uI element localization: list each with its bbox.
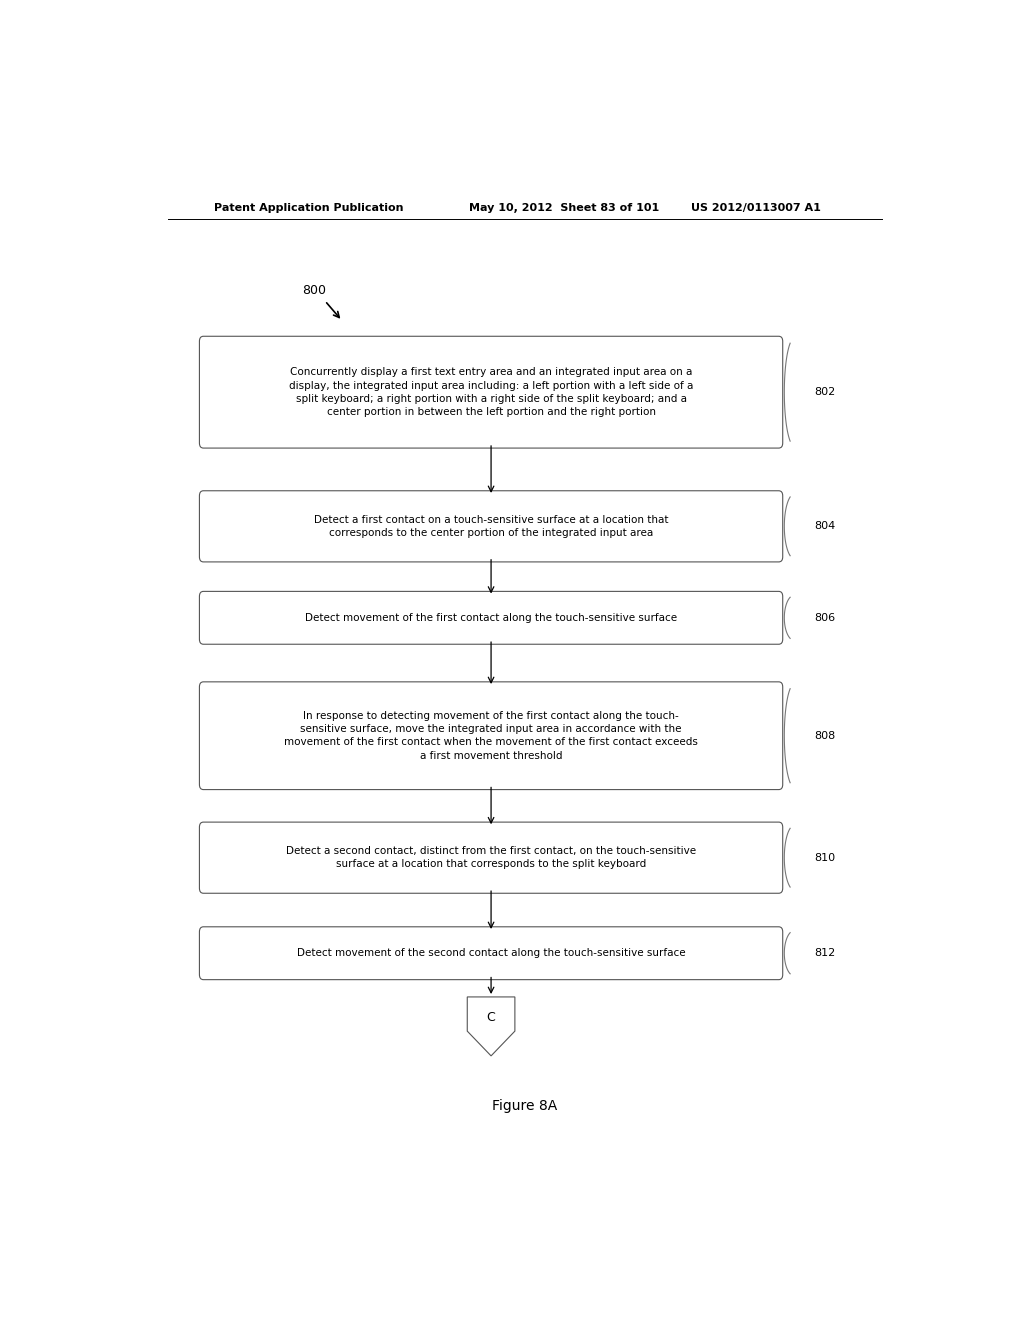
Text: 802: 802 — [814, 387, 836, 397]
Text: In response to detecting movement of the first contact along the touch-
sensitiv: In response to detecting movement of the… — [284, 711, 698, 760]
Text: Detect a first contact on a touch-sensitive surface at a location that
correspon: Detect a first contact on a touch-sensit… — [313, 515, 669, 539]
Text: May 10, 2012  Sheet 83 of 101: May 10, 2012 Sheet 83 of 101 — [469, 203, 659, 214]
Text: 812: 812 — [814, 948, 836, 958]
Text: 800: 800 — [303, 284, 327, 297]
Text: 806: 806 — [814, 612, 836, 623]
Text: US 2012/0113007 A1: US 2012/0113007 A1 — [691, 203, 821, 214]
FancyBboxPatch shape — [200, 822, 782, 894]
FancyBboxPatch shape — [200, 591, 782, 644]
Text: Concurrently display a first text entry area and an integrated input area on a
d: Concurrently display a first text entry … — [289, 367, 693, 417]
Text: C: C — [486, 1011, 496, 1024]
Text: Patent Application Publication: Patent Application Publication — [214, 203, 403, 214]
Text: Figure 8A: Figure 8A — [493, 1098, 557, 1113]
FancyBboxPatch shape — [200, 337, 782, 447]
Text: Detect movement of the first contact along the touch-sensitive surface: Detect movement of the first contact alo… — [305, 612, 677, 623]
Text: 804: 804 — [814, 521, 836, 532]
Text: 808: 808 — [814, 731, 836, 741]
FancyBboxPatch shape — [200, 682, 782, 789]
Text: Detect a second contact, distinct from the first contact, on the touch-sensitive: Detect a second contact, distinct from t… — [286, 846, 696, 870]
Text: Detect movement of the second contact along the touch-sensitive surface: Detect movement of the second contact al… — [297, 948, 685, 958]
FancyBboxPatch shape — [200, 927, 782, 979]
Polygon shape — [467, 997, 515, 1056]
FancyBboxPatch shape — [200, 491, 782, 562]
Text: 810: 810 — [814, 853, 836, 863]
